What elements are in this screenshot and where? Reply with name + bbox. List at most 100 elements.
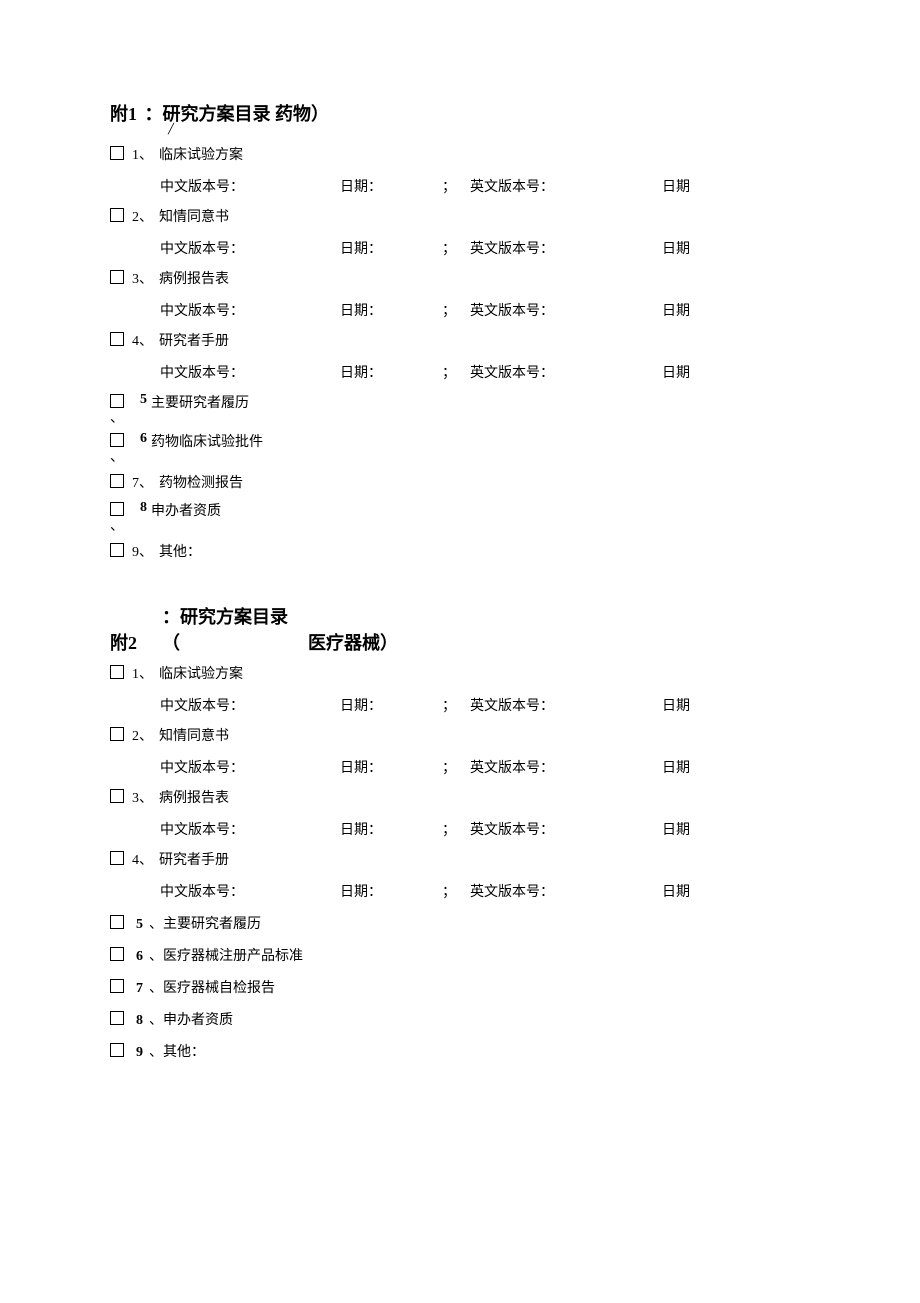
separator: ； bbox=[442, 881, 470, 901]
date-label: 日期： bbox=[340, 362, 442, 382]
section2-items: 1、 临床试验方案 中文版本号： 日期： ； 英文版本号： 日期 2、 知情同意… bbox=[110, 663, 810, 1061]
cn-version-label: 中文版本号： bbox=[160, 362, 340, 382]
item-row: 3、 病例报告表 bbox=[110, 787, 810, 809]
item-num: 8 bbox=[136, 1013, 143, 1029]
item-num: 4、 bbox=[132, 849, 153, 869]
item-num: 5 bbox=[136, 917, 143, 933]
date2-label: 日期 bbox=[662, 695, 690, 715]
comma: 、 bbox=[110, 407, 124, 427]
item-num: 3、 bbox=[132, 268, 153, 288]
checkbox[interactable] bbox=[110, 208, 124, 222]
section1-slash: ╱ bbox=[168, 124, 174, 135]
checkbox[interactable] bbox=[110, 665, 124, 679]
cn-version-label: 中文版本号： bbox=[160, 238, 340, 258]
checkbox[interactable] bbox=[110, 394, 124, 408]
separator: ； bbox=[442, 757, 470, 777]
comma: 、 bbox=[110, 515, 124, 535]
separator: ； bbox=[442, 362, 470, 382]
version-row: 中文版本号： 日期： ； 英文版本号： 日期 bbox=[160, 881, 810, 901]
item-row: 、 5 主要研究者履历 bbox=[110, 392, 810, 427]
checkbox[interactable] bbox=[110, 789, 124, 803]
item-row: 1、 临床试验方案 bbox=[110, 144, 810, 166]
section2-paren: （ bbox=[162, 629, 180, 655]
checkbox[interactable] bbox=[110, 474, 124, 488]
item-num: 5 bbox=[140, 392, 147, 408]
document-page: 附1 ：研究方案目录 药物） ╱ 1、 临床试验方案 中文版本号： 日期： ； … bbox=[0, 0, 920, 1133]
version-row: 中文版本号： 日期： ； 英文版本号： 日期 bbox=[160, 238, 810, 258]
version-row: 中文版本号： 日期： ； 英文版本号： 日期 bbox=[160, 362, 810, 382]
date-label: 日期： bbox=[340, 757, 442, 777]
checkbox[interactable] bbox=[110, 727, 124, 741]
item-num: 6 bbox=[136, 949, 143, 965]
separator: ； bbox=[442, 819, 470, 839]
item-row: 5 、主要研究者履历 bbox=[110, 913, 810, 933]
item-row: 、 6 药物临床试验批件 bbox=[110, 431, 810, 466]
item-label: 研究者手册 bbox=[159, 330, 229, 350]
date-label: 日期： bbox=[340, 300, 442, 320]
section1-prefix: 附1 bbox=[110, 104, 137, 124]
checkbox[interactable] bbox=[110, 915, 124, 929]
section2-title-line1: ：研究方案目录 bbox=[162, 603, 288, 629]
date2-label: 日期 bbox=[662, 819, 690, 839]
item-label: 临床试验方案 bbox=[159, 144, 243, 164]
en-version-label: 英文版本号： bbox=[470, 819, 662, 839]
item-num: 2、 bbox=[132, 725, 153, 745]
item-row: 6 、医疗器械注册产品标准 bbox=[110, 945, 810, 965]
checkbox[interactable] bbox=[110, 543, 124, 557]
en-version-label: 英文版本号： bbox=[470, 362, 662, 382]
checkbox[interactable] bbox=[110, 332, 124, 346]
item-row: 、 8 申办者资质 bbox=[110, 500, 810, 535]
checkbox[interactable] bbox=[110, 146, 124, 160]
en-version-label: 英文版本号： bbox=[470, 300, 662, 320]
item-label: 知情同意书 bbox=[159, 725, 229, 745]
section2-title-line2: 医疗器械） bbox=[308, 629, 398, 655]
item-row: 2、 知情同意书 bbox=[110, 206, 810, 228]
item-num: 3、 bbox=[132, 787, 153, 807]
item-row: 9、 其他： bbox=[110, 541, 810, 563]
version-row: 中文版本号： 日期： ； 英文版本号： 日期 bbox=[160, 757, 810, 777]
cn-version-label: 中文版本号： bbox=[160, 881, 340, 901]
item-num: 8 bbox=[140, 500, 147, 516]
checkbox[interactable] bbox=[110, 851, 124, 865]
checkbox[interactable] bbox=[110, 947, 124, 961]
item-label: 申办者资质 bbox=[151, 500, 221, 520]
date-label: 日期： bbox=[340, 695, 442, 715]
en-version-label: 英文版本号： bbox=[470, 757, 662, 777]
separator: ； bbox=[442, 238, 470, 258]
checkbox[interactable] bbox=[110, 1011, 124, 1025]
item-label: 、医疗器械自检报告 bbox=[149, 977, 275, 997]
date-label: 日期： bbox=[340, 881, 442, 901]
checkbox[interactable] bbox=[110, 1043, 124, 1057]
item-num: 2、 bbox=[132, 206, 153, 226]
section1-title-text: ：研究方案目录 药物） bbox=[145, 104, 330, 124]
separator: ； bbox=[442, 176, 470, 196]
cn-version-label: 中文版本号： bbox=[160, 757, 340, 777]
checkbox[interactable] bbox=[110, 433, 124, 447]
item-num: 7 bbox=[136, 981, 143, 997]
item-num: 4、 bbox=[132, 330, 153, 350]
item-row: 4、 研究者手册 bbox=[110, 849, 810, 871]
item-row: 1、 临床试验方案 bbox=[110, 663, 810, 685]
section1-items: 1、 临床试验方案 中文版本号： 日期： ； 英文版本号： 日期 2、 知情同意… bbox=[110, 144, 810, 563]
checkbox[interactable] bbox=[110, 979, 124, 993]
date2-label: 日期 bbox=[662, 881, 690, 901]
date2-label: 日期 bbox=[662, 238, 690, 258]
en-version-label: 英文版本号： bbox=[470, 176, 662, 196]
cn-version-label: 中文版本号： bbox=[160, 819, 340, 839]
date-label: 日期： bbox=[340, 819, 442, 839]
checkbox[interactable] bbox=[110, 270, 124, 284]
item-num: 1、 bbox=[132, 144, 153, 164]
item-label: 知情同意书 bbox=[159, 206, 229, 226]
item-label: 、其他： bbox=[149, 1041, 205, 1061]
item-row: 7、 药物检测报告 bbox=[110, 472, 810, 494]
item-label: 、主要研究者履历 bbox=[149, 913, 261, 933]
item-label: 研究者手册 bbox=[159, 849, 229, 869]
item-num: 6 bbox=[140, 431, 147, 447]
cn-version-label: 中文版本号： bbox=[160, 176, 340, 196]
checkbox[interactable] bbox=[110, 502, 124, 516]
date-label: 日期： bbox=[340, 176, 442, 196]
en-version-label: 英文版本号： bbox=[470, 238, 662, 258]
item-row: 2、 知情同意书 bbox=[110, 725, 810, 747]
item-row: 9 、其他： bbox=[110, 1041, 810, 1061]
item-row: 7 、医疗器械自检报告 bbox=[110, 977, 810, 997]
